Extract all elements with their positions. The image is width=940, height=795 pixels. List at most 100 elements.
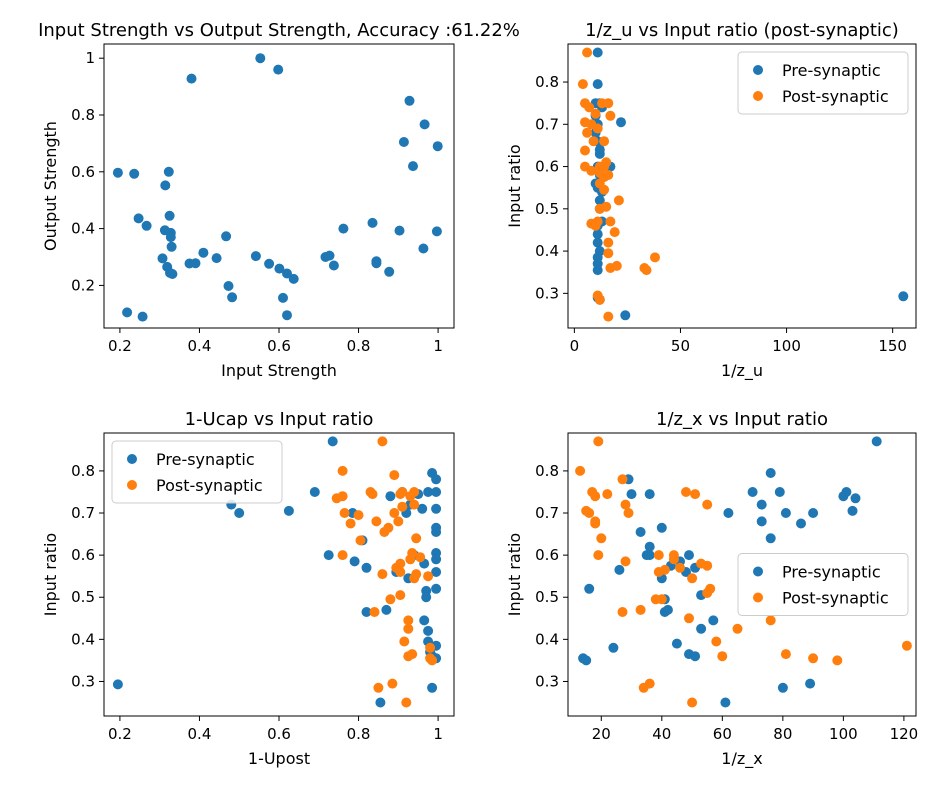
x-tick-label: 150	[878, 337, 907, 355]
x-tick-label: 60	[713, 725, 732, 743]
data-point	[211, 253, 222, 264]
data-point	[355, 535, 366, 546]
data-point	[190, 258, 201, 269]
data-point	[711, 636, 722, 647]
data-point	[337, 465, 348, 476]
data-point	[620, 556, 631, 567]
data-point	[167, 269, 178, 279]
data-point	[395, 489, 406, 500]
legend-marker	[753, 566, 763, 577]
data-point	[122, 307, 133, 318]
data-point	[720, 697, 731, 708]
data-point	[381, 604, 392, 615]
data-point	[227, 292, 238, 303]
data-point	[353, 510, 364, 521]
data-point	[274, 263, 285, 274]
data-point	[702, 588, 713, 598]
data-point	[777, 682, 788, 693]
data-point	[160, 180, 171, 191]
data-point	[385, 594, 396, 605]
data-point	[361, 607, 372, 617]
data-point	[681, 487, 691, 497]
data-point	[425, 642, 436, 653]
data-point	[756, 499, 767, 510]
data-point	[166, 241, 177, 252]
data-point	[309, 487, 320, 497]
data-point	[808, 508, 819, 518]
data-point	[401, 697, 412, 708]
data-point	[403, 615, 414, 626]
data-point	[708, 615, 719, 626]
data-point	[690, 489, 701, 500]
data-point	[796, 518, 806, 529]
data-point	[186, 73, 197, 84]
y-tick-label: 0.5	[535, 588, 559, 606]
data-point	[141, 220, 152, 231]
data-point	[423, 571, 434, 582]
y-tick-label: 0.6	[71, 163, 95, 181]
data-point	[409, 487, 420, 497]
data-point	[431, 503, 442, 514]
data-point	[328, 260, 339, 271]
data-point	[394, 225, 405, 236]
data-point	[603, 248, 614, 259]
data-point	[431, 527, 442, 537]
y-tick-label: 0.3	[71, 672, 95, 690]
data-point	[367, 489, 378, 500]
data-point	[273, 64, 284, 75]
series-points	[112, 53, 443, 322]
legend: Pre-synaptic Post-synaptic	[737, 51, 909, 115]
y-tick-label: 0.7	[535, 115, 559, 133]
y-tick-label: 0.4	[535, 630, 559, 648]
data-point	[765, 533, 776, 544]
data-point	[221, 231, 232, 242]
data-point	[404, 95, 415, 106]
data-point	[584, 102, 595, 113]
data-point	[702, 499, 713, 510]
data-point	[349, 556, 360, 567]
data-point	[395, 590, 406, 601]
data-point	[602, 489, 613, 500]
data-point	[198, 247, 209, 258]
y-tick-label: 0.2	[71, 276, 95, 294]
data-point	[696, 623, 707, 634]
data-point	[367, 217, 378, 228]
y-tick-label: 0.6	[71, 546, 95, 564]
data-point	[371, 516, 382, 527]
data-point	[614, 564, 625, 575]
x-axis-label: 1-Upost	[248, 749, 310, 768]
data-point	[596, 533, 607, 544]
data-point	[234, 508, 245, 518]
data-point	[613, 195, 624, 206]
y-tick-label: 0.4	[71, 630, 95, 648]
data-point	[675, 562, 685, 573]
plot-frame	[103, 43, 455, 329]
data-point	[687, 697, 698, 708]
series-post-synaptic	[575, 436, 912, 708]
x-tick-label: 0	[570, 337, 580, 355]
data-point	[431, 487, 442, 497]
series-post-synaptic	[331, 436, 438, 708]
data-point	[407, 548, 418, 558]
x-tick-label: 0.2	[108, 725, 132, 743]
x-tick-label: 0.8	[347, 725, 371, 743]
data-point	[684, 550, 694, 561]
data-point	[580, 145, 590, 156]
x-tick-label: 120	[890, 725, 919, 743]
y-tick-label: 0.8	[535, 462, 559, 480]
y-tick-label: 0.5	[71, 588, 95, 606]
data-point	[690, 651, 701, 662]
data-point	[582, 127, 593, 138]
data-point	[327, 436, 338, 447]
legend-marker	[753, 65, 763, 75]
data-point	[656, 522, 667, 533]
data-point	[644, 541, 655, 552]
subplot-3: 0.2 0.4 0.6 0.8 1 0.3 0.4 0.5 0.6 0.7 0.8 1-Ucap vs…	[41, 409, 455, 768]
data-point	[264, 258, 275, 269]
data-point	[408, 161, 418, 172]
data-point	[431, 474, 442, 485]
data-point	[593, 550, 604, 561]
data-point	[337, 550, 348, 561]
chart-title: 1/z_u vs Input ratio (post-synaptic)	[585, 20, 899, 41]
x-tick-label: 0.6	[267, 337, 291, 355]
